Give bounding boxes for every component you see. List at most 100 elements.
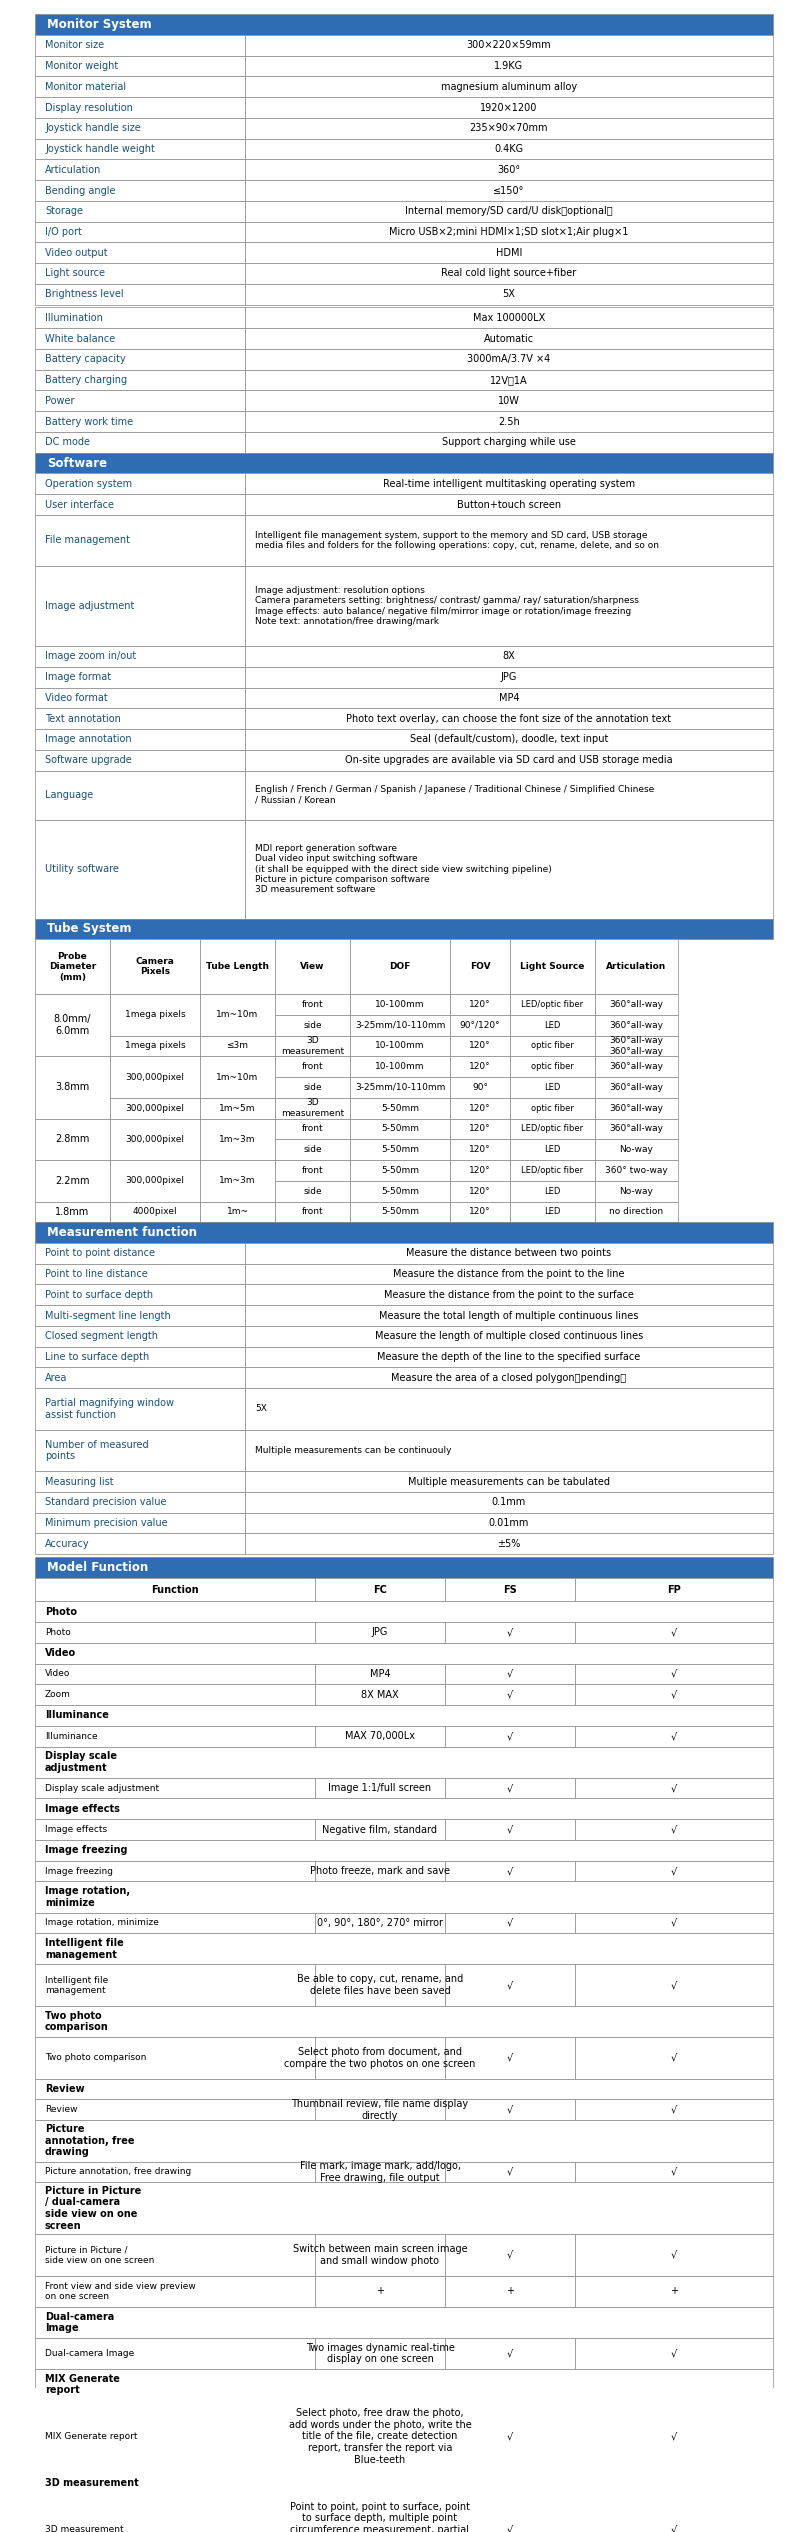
Text: 8X MAX: 8X MAX bbox=[361, 1689, 399, 1699]
Bar bbox=[35, 494, 245, 514]
Text: Picture in Picture
/ dual-camera
side view on one
screen: Picture in Picture / dual-camera side vi… bbox=[45, 2185, 141, 2231]
Bar bbox=[35, 1934, 773, 1965]
Text: √: √ bbox=[671, 1628, 677, 1638]
Bar bbox=[245, 1243, 773, 1263]
Bar bbox=[35, 284, 245, 304]
Text: magnesium aluminum alloy: magnesium aluminum alloy bbox=[441, 81, 577, 91]
Bar bbox=[35, 995, 110, 1056]
Bar bbox=[35, 689, 245, 709]
Bar bbox=[275, 1015, 350, 1036]
Bar bbox=[315, 2233, 445, 2276]
Text: I/O port: I/O port bbox=[45, 228, 82, 238]
Bar bbox=[35, 433, 245, 453]
Text: 5-50mm: 5-50mm bbox=[381, 1104, 419, 1112]
Text: Illuminance: Illuminance bbox=[45, 1732, 98, 1739]
Bar bbox=[575, 1818, 773, 1841]
Text: File mark, image mark, add/logo,
Free drawing, file output: File mark, image mark, add/logo, Free dr… bbox=[300, 2162, 461, 2183]
Text: Bending angle: Bending angle bbox=[45, 185, 116, 195]
Text: Multiple measurements can be continuouly: Multiple measurements can be continuouly bbox=[255, 1446, 451, 1456]
Text: √: √ bbox=[671, 1689, 677, 1699]
Bar bbox=[350, 1203, 450, 1223]
Bar bbox=[315, 1777, 445, 1798]
Text: 8.0mm/
6.0mm: 8.0mm/ 6.0mm bbox=[54, 1015, 91, 1036]
Text: Accuracy: Accuracy bbox=[45, 1539, 90, 1550]
Text: 120°: 120° bbox=[469, 1000, 491, 1008]
Text: Dual-camera Image: Dual-camera Image bbox=[45, 2350, 134, 2357]
Bar bbox=[575, 2494, 773, 2532]
Bar bbox=[595, 1203, 678, 1223]
Bar bbox=[110, 1056, 200, 1099]
Bar bbox=[245, 689, 773, 709]
Text: 3.8mm: 3.8mm bbox=[56, 1081, 90, 1091]
Text: LED/optic fiber: LED/optic fiber bbox=[522, 1124, 584, 1134]
Bar bbox=[35, 2307, 773, 2337]
Text: front: front bbox=[301, 1208, 324, 1215]
Text: Measure the depth of the line to the specified surface: Measure the depth of the line to the spe… bbox=[377, 1352, 641, 1362]
Text: Number of measured
points: Number of measured points bbox=[45, 1441, 148, 1461]
Text: side: side bbox=[303, 1020, 322, 1031]
Text: √: √ bbox=[671, 2053, 677, 2064]
Bar bbox=[575, 2337, 773, 2370]
Text: √: √ bbox=[671, 2350, 677, 2357]
Text: Support charging while use: Support charging while use bbox=[442, 438, 576, 448]
Text: 5-50mm: 5-50mm bbox=[381, 1188, 419, 1195]
Text: Joystick handle size: Joystick handle size bbox=[45, 124, 140, 134]
Bar bbox=[200, 1119, 275, 1160]
Text: √: √ bbox=[671, 2524, 677, 2532]
Text: Battery capacity: Battery capacity bbox=[45, 354, 126, 365]
Bar bbox=[595, 1119, 678, 1139]
Text: optic fiber: optic fiber bbox=[531, 1041, 574, 1051]
Bar bbox=[450, 1076, 510, 1099]
Bar bbox=[315, 1577, 445, 1600]
Bar bbox=[245, 1471, 773, 1491]
Bar bbox=[445, 1777, 575, 1798]
Bar bbox=[445, 1577, 575, 1600]
Text: √: √ bbox=[507, 2350, 513, 2357]
Bar bbox=[245, 729, 773, 749]
Bar bbox=[35, 1664, 315, 1684]
Bar bbox=[275, 1160, 350, 1180]
Bar bbox=[275, 1036, 350, 1056]
Bar bbox=[245, 96, 773, 119]
Bar bbox=[445, 2400, 575, 2474]
Text: Photo: Photo bbox=[45, 1608, 77, 1618]
Text: 360°all-way: 360°all-way bbox=[610, 1061, 664, 1071]
Text: √: √ bbox=[671, 1917, 677, 1927]
Text: no direction: no direction bbox=[610, 1208, 664, 1215]
Text: DC mode: DC mode bbox=[45, 438, 90, 448]
Text: Operation system: Operation system bbox=[45, 479, 132, 489]
Text: 1.9KG: 1.9KG bbox=[495, 61, 523, 71]
Text: Image format: Image format bbox=[45, 671, 111, 681]
Text: 90°/120°: 90°/120° bbox=[460, 1020, 500, 1031]
Text: Illuminance: Illuminance bbox=[45, 1712, 109, 1719]
Bar bbox=[35, 2233, 315, 2276]
Text: front: front bbox=[301, 1061, 324, 1071]
Text: √: √ bbox=[507, 2524, 513, 2532]
Bar bbox=[350, 1119, 450, 1139]
Bar bbox=[245, 263, 773, 284]
Text: 360°all-way: 360°all-way bbox=[610, 1084, 664, 1091]
Bar bbox=[445, 1727, 575, 1747]
Bar bbox=[450, 1056, 510, 1076]
Text: Two photo comparison: Two photo comparison bbox=[45, 2053, 147, 2064]
Bar bbox=[245, 1491, 773, 1512]
Text: 360°all-way: 360°all-way bbox=[610, 1020, 664, 1031]
Text: 2.2mm: 2.2mm bbox=[56, 1175, 90, 1185]
Text: √: √ bbox=[507, 1628, 513, 1638]
Bar bbox=[35, 1119, 110, 1160]
Text: Review: Review bbox=[45, 2084, 85, 2094]
Text: 300×220×59mm: 300×220×59mm bbox=[467, 41, 551, 51]
Text: ±5%: ±5% bbox=[497, 1539, 521, 1550]
Bar bbox=[595, 1036, 678, 1056]
Text: 0°, 90°, 180°, 270° mirror: 0°, 90°, 180°, 270° mirror bbox=[317, 1917, 443, 1927]
Bar bbox=[575, 1965, 773, 2005]
Text: MDI report generation software
Dual video input switching software
(it shall be : MDI report generation software Dual vide… bbox=[255, 843, 552, 894]
Text: Monitor weight: Monitor weight bbox=[45, 61, 118, 71]
Text: side: side bbox=[303, 1144, 322, 1155]
Text: front: front bbox=[301, 1165, 324, 1175]
Bar bbox=[35, 770, 245, 820]
Bar bbox=[315, 1727, 445, 1747]
Text: Measuring list: Measuring list bbox=[45, 1476, 113, 1486]
Bar bbox=[350, 1076, 450, 1099]
Bar bbox=[245, 243, 773, 263]
